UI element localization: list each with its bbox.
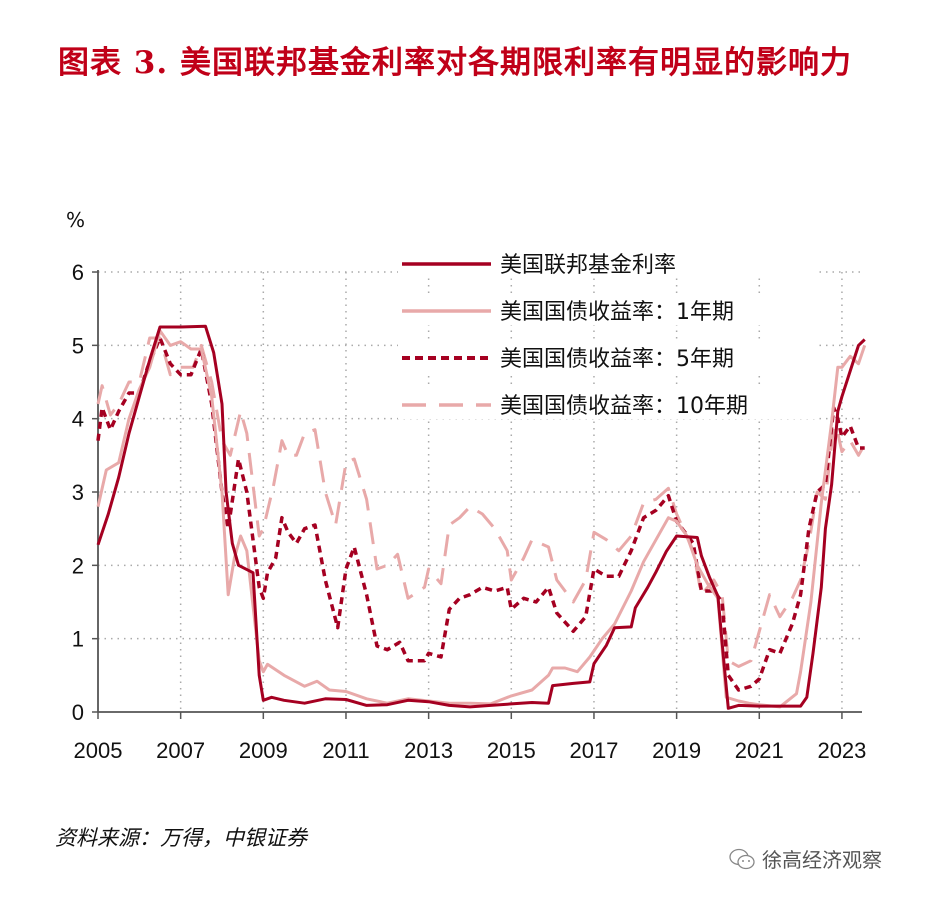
legend-item: 美国国债收益率：5年期 xyxy=(398,342,818,372)
y-tick-label: 4 xyxy=(72,407,84,432)
legend-label: 美国国债收益率：1年期 xyxy=(500,300,734,325)
x-tick-label: 2015 xyxy=(487,738,536,763)
legend: 美国联邦基金利率美国国债收益率：1年期美国国债收益率：5年期美国国债收益率：10… xyxy=(398,248,818,419)
y-tick-label: 1 xyxy=(72,627,84,652)
x-tick-label: 2023 xyxy=(817,738,866,763)
axes: 0 1 2 3 4 5 6 2005 2007 2009 2011 2013 2015 2017 2019 2… xyxy=(72,260,867,763)
legend-item: 美国联邦基金利率 xyxy=(398,248,818,278)
legend-item: 美国国债收益率：10年期 xyxy=(398,389,818,419)
legend-item: 美国国债收益率：1年期 xyxy=(398,295,818,325)
x-tick-label: 2007 xyxy=(156,738,205,763)
legend-background xyxy=(398,389,818,419)
x-tick-label: 2019 xyxy=(652,738,701,763)
y-axis-unit: % xyxy=(66,208,86,232)
chart-title: 图表 3. 美国联邦基金利率对各期限利率有明显的影响力 xyxy=(58,45,852,81)
x-tick-label: 2005 xyxy=(74,738,123,763)
x-tick-label: 2021 xyxy=(735,738,784,763)
y-tick-label: 3 xyxy=(72,480,84,505)
y-tick-label: 0 xyxy=(72,700,84,725)
legend-label: 美国国债收益率：10年期 xyxy=(500,394,748,419)
legend-label: 美国国债收益率：5年期 xyxy=(500,347,734,372)
x-tick-label: 2009 xyxy=(239,738,288,763)
y-tick-label: 6 xyxy=(72,260,84,285)
watermark: 徐高经济观察 xyxy=(728,844,882,873)
y-tick-label: 5 xyxy=(72,333,84,358)
series-line-4 xyxy=(96,336,867,668)
series-line-1 xyxy=(96,324,866,710)
watermark-text: 徐高经济观察 xyxy=(762,848,882,872)
source-note: 资料来源：万得，中银证券 xyxy=(55,826,307,850)
legend-label: 美国联邦基金利率 xyxy=(500,253,676,278)
wechat-icon xyxy=(729,848,755,869)
series-lines xyxy=(96,324,867,710)
x-tick-label: 2017 xyxy=(569,738,618,763)
x-tick-label: 2011 xyxy=(322,738,369,763)
grid xyxy=(98,271,862,712)
x-tick-label: 2013 xyxy=(404,738,453,763)
y-tick-label: 2 xyxy=(72,553,84,578)
